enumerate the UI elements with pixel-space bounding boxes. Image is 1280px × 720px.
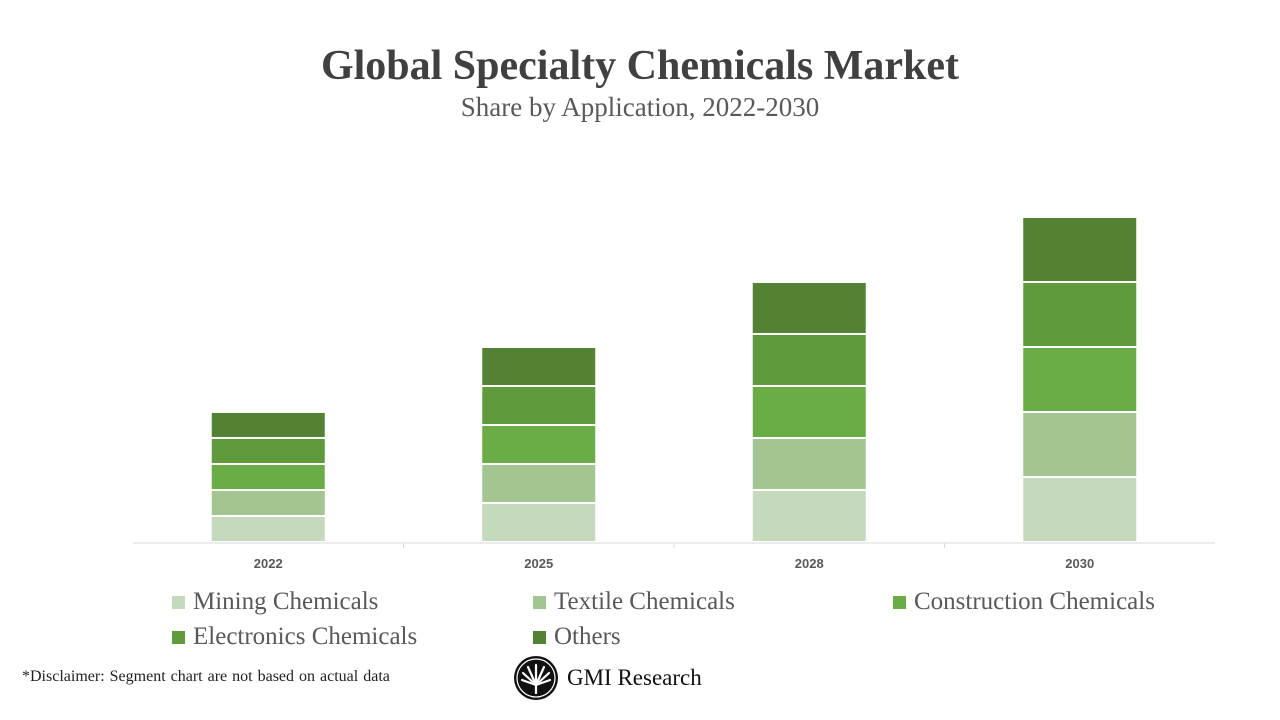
bar-segment-textile-chemicals (1023, 413, 1137, 476)
legend-swatch (533, 630, 546, 644)
legend-item: Textile Chemicals (533, 588, 735, 616)
legend-label: Others (554, 623, 621, 650)
legend-swatch (172, 595, 185, 609)
bar-segment-textile-chemicals (752, 439, 866, 489)
x-tick-label: 2022 (254, 556, 283, 571)
legend-swatch (893, 595, 906, 609)
bar-segment-construction-chemicals (752, 387, 866, 437)
bar-segment-others (211, 413, 325, 437)
bar-segment-electronics-chemicals (482, 387, 596, 424)
legend-item: Construction Chemicals (893, 588, 1155, 616)
bar-segment-mining-chemicals (211, 517, 325, 541)
chart-title: Global Specialty Chemicals Market (320, 43, 960, 89)
legend-item: Electronics Chemicals (172, 623, 417, 651)
bar-segment-mining-chemicals (482, 504, 596, 541)
bar-segment-construction-chemicals (211, 465, 325, 489)
gmi-logo-icon (514, 656, 558, 700)
bar-segment-electronics-chemicals (1023, 283, 1137, 346)
legend-swatch (533, 595, 546, 609)
legend-label: Construction Chemicals (914, 588, 1155, 615)
x-tick-label: 2030 (1065, 556, 1094, 571)
x-tick-label: 2028 (795, 556, 824, 571)
chart-subtitle: Share by Application, 2022-2030 (460, 92, 820, 122)
legend-label: Mining Chemicals (193, 588, 379, 615)
x-tick-label: 2025 (524, 556, 553, 571)
bar-segment-others (752, 283, 866, 333)
legend-item: Others (533, 623, 621, 651)
legend-label: Textile Chemicals (554, 588, 735, 615)
bar-segment-construction-chemicals (482, 426, 596, 463)
bar-segment-mining-chemicals (1023, 478, 1137, 541)
bar-segment-others (482, 348, 596, 385)
logo-text: GMI Research (567, 665, 702, 690)
bar-segment-textile-chemicals (482, 465, 596, 502)
bar-segment-electronics-chemicals (752, 335, 866, 385)
disclaimer: *Disclaimer: Segment chart are not based… (22, 668, 390, 685)
legend-swatch (172, 630, 185, 644)
legend-item: Mining Chemicals (172, 588, 378, 616)
bar-segment-textile-chemicals (211, 491, 325, 515)
bar-segment-others (1023, 218, 1137, 281)
bar-segment-mining-chemicals (752, 491, 866, 541)
gmi-logo: GMI Research (513, 655, 702, 701)
legend-label: Electronics Chemicals (193, 623, 418, 650)
bar-segment-construction-chemicals (1023, 348, 1137, 411)
bar-segment-electronics-chemicals (211, 439, 325, 463)
